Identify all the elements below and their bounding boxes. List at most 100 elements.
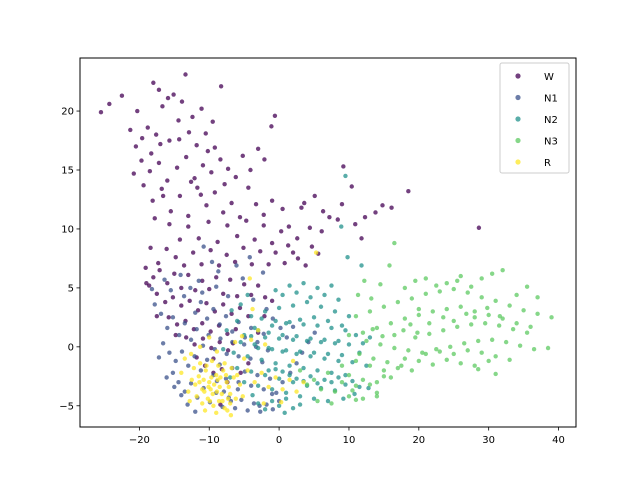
point-w-2 [119, 93, 125, 98]
point-n3-84 [360, 396, 366, 401]
point-w-109 [193, 288, 198, 293]
point-w-157 [373, 210, 378, 215]
point-n2-122 [245, 292, 250, 298]
point-n2-58 [297, 402, 303, 407]
point-w-49 [168, 209, 174, 214]
point-w-164 [319, 229, 324, 234]
point-n3-97 [444, 280, 449, 286]
legend-marker-w [515, 73, 521, 79]
point-n2-37 [234, 365, 240, 371]
point-n2-95 [287, 319, 292, 325]
point-n3-107 [545, 345, 551, 351]
point-w-72 [196, 236, 201, 241]
point-w-174 [188, 179, 194, 184]
point-n2-119 [224, 328, 229, 333]
point-w-118 [255, 283, 261, 288]
legend-label-w: W [544, 72, 554, 83]
point-n3-40 [441, 328, 446, 333]
point-r-44 [214, 389, 220, 394]
point-n2-112 [322, 377, 327, 383]
point-n2-92 [266, 330, 271, 335]
legend-marker-n1 [515, 94, 521, 101]
point-r-31 [234, 372, 240, 378]
point-w-180 [144, 280, 149, 286]
point-n3-88 [297, 368, 303, 373]
point-w-10 [165, 95, 171, 101]
point-n2-2 [248, 313, 254, 319]
point-r-63 [262, 342, 268, 347]
point-n2-102 [336, 338, 341, 344]
point-n3-12 [430, 309, 435, 314]
point-w-105 [165, 280, 170, 286]
point-n1-83 [164, 375, 169, 380]
point-w-116 [241, 282, 247, 287]
point-n3-81 [339, 380, 345, 385]
point-n3-76 [493, 354, 498, 359]
point-r-25 [197, 361, 203, 366]
point-n3-58 [367, 363, 373, 368]
point-n3-114 [476, 367, 481, 372]
point-n2-85 [336, 297, 341, 302]
point-w-89 [190, 250, 196, 255]
point-n1-21 [167, 350, 172, 355]
point-r-22 [226, 384, 231, 390]
point-n2-28 [308, 354, 313, 359]
point-n2-22 [266, 345, 271, 351]
point-n2-83 [329, 283, 334, 288]
point-n3-41 [448, 344, 453, 350]
point-n1-64 [230, 329, 235, 334]
point-w-186 [246, 361, 251, 366]
point-w-48 [159, 186, 164, 192]
point-n1-75 [240, 276, 245, 281]
point-w-100 [282, 260, 287, 266]
point-w-38 [225, 166, 231, 172]
point-n1-37 [267, 376, 273, 381]
point-r-59 [294, 389, 299, 394]
point-n1-41 [176, 380, 181, 385]
point-n1-24 [186, 363, 191, 368]
point-n2-80 [308, 295, 313, 300]
point-n2-104 [266, 368, 271, 373]
point-w-126 [187, 298, 192, 304]
point-n2-43 [276, 376, 282, 381]
point-n2-108 [294, 376, 299, 381]
point-r-47 [197, 380, 202, 385]
point-n2-64 [283, 348, 289, 353]
point-n1-4 [177, 332, 182, 338]
point-n3-92 [392, 240, 397, 246]
point-n2-87 [339, 224, 344, 229]
point-n3-61 [388, 375, 394, 380]
point-w-119 [262, 295, 268, 300]
point-n1-54 [258, 409, 263, 414]
point-n1-38 [274, 390, 279, 396]
point-n2-31 [329, 370, 334, 375]
point-r-30 [229, 365, 234, 371]
point-n3-25 [521, 308, 526, 313]
point-w-103 [151, 275, 156, 280]
point-n2-125 [367, 335, 373, 340]
point-w-153 [173, 332, 178, 338]
point-w-36 [209, 170, 214, 175]
point-n3-70 [451, 351, 456, 357]
point-w-25 [203, 131, 208, 136]
point-n3-109 [387, 263, 392, 268]
point-n2-21 [259, 357, 264, 362]
point-n1-27 [204, 357, 210, 362]
point-n1-67 [248, 325, 254, 331]
point-n3-126 [485, 305, 490, 311]
point-n3-6 [388, 321, 394, 326]
point-w-47 [150, 198, 155, 203]
series-w [98, 72, 482, 407]
point-w-43 [262, 157, 267, 162]
point-w-24 [194, 143, 199, 148]
point-n1-14 [236, 354, 241, 359]
point-n1-30 [223, 376, 229, 381]
point-r-16 [228, 401, 233, 406]
point-n2-20 [252, 342, 257, 347]
point-n2-68 [311, 350, 317, 355]
point-n1-104 [247, 255, 252, 260]
point-w-17 [218, 84, 224, 89]
point-n3-108 [378, 282, 383, 287]
point-w-160 [406, 189, 411, 194]
point-n3-4 [374, 325, 380, 331]
